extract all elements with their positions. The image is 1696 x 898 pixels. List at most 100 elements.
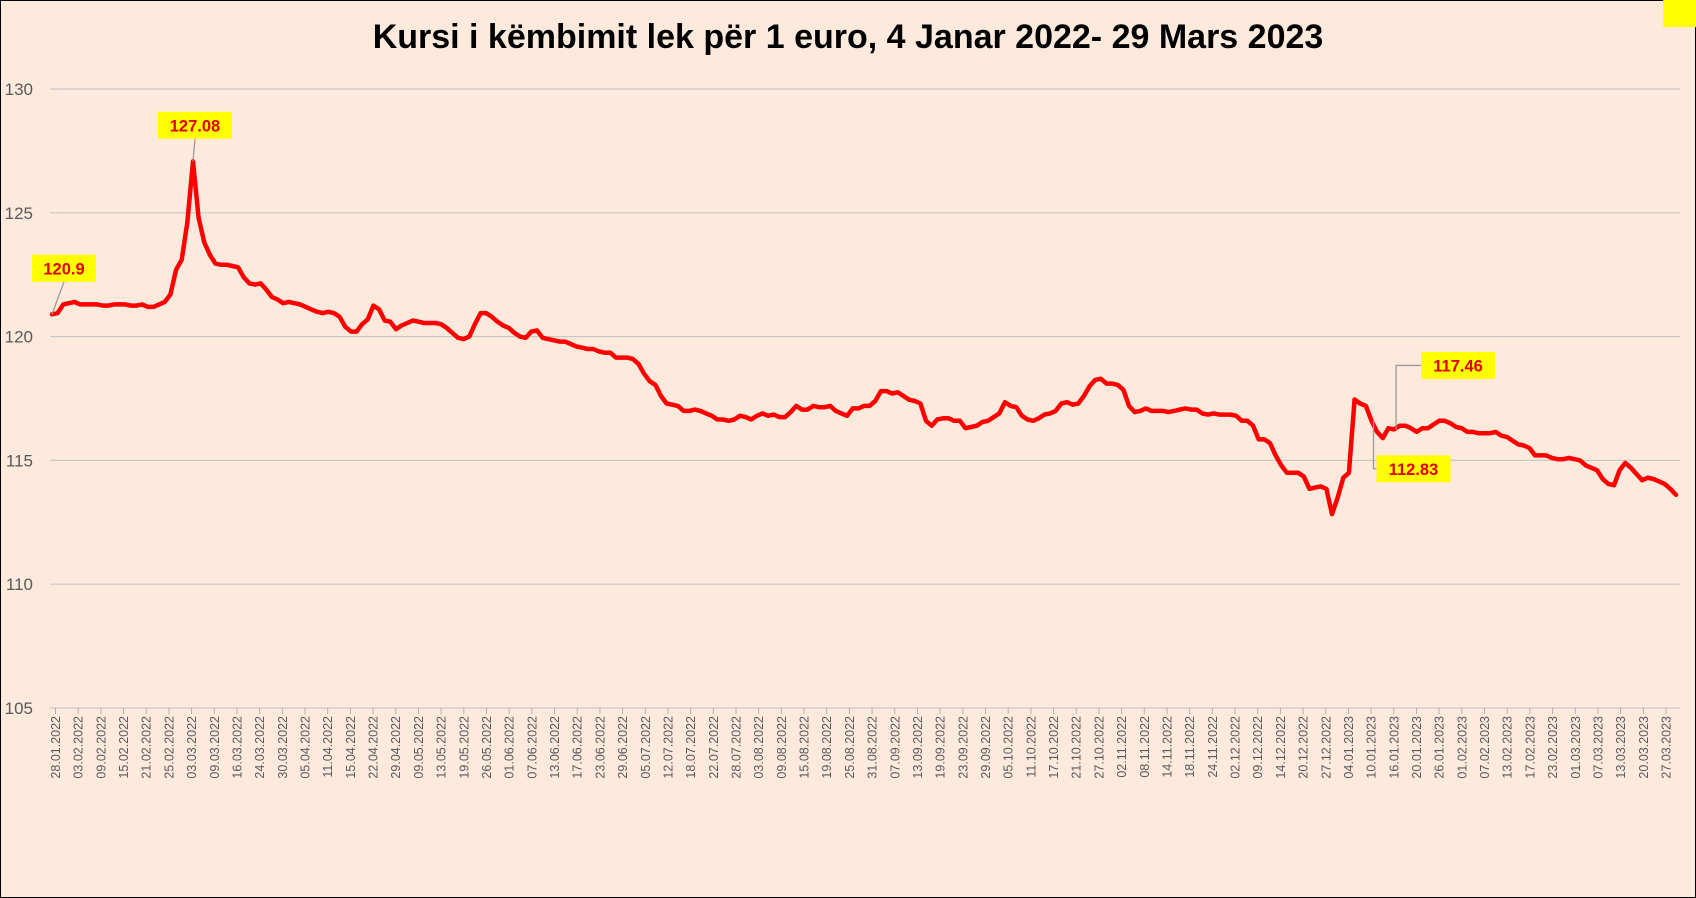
x-tick-label: 07.09.2022 (888, 716, 902, 779)
x-tick-label: 03.02.2022 (72, 716, 86, 779)
y-tick-label: 120 (5, 328, 33, 347)
y-tick-label: 130 (5, 80, 33, 99)
x-tick-label: 05.07.2022 (639, 716, 653, 779)
leader-line (1395, 364, 1422, 430)
x-tick-label: 09.08.2022 (775, 716, 789, 779)
x-tick-label: 19.09.2022 (934, 716, 948, 779)
x-tick-label: 19.08.2022 (820, 716, 834, 779)
x-tick-label: 31.08.2022 (866, 716, 880, 779)
x-tick-label: 07.03.2023 (1591, 716, 1605, 779)
x-tick-label: 01.03.2023 (1569, 716, 1583, 779)
data-label-text: 112.83 (1389, 461, 1439, 479)
data-label-text: 120.9 (43, 260, 84, 278)
data-label-text: 127.08 (170, 117, 220, 135)
x-tick-label: 30.03.2022 (276, 716, 290, 779)
x-tick-label: 19.05.2022 (457, 716, 471, 779)
x-tick-label: 03.08.2022 (752, 716, 766, 779)
data-label-box (1663, 0, 1696, 27)
x-tick-label: 13.09.2022 (911, 716, 925, 779)
x-tick-label: 07.02.2023 (1478, 716, 1492, 779)
x-tick-label: 23.02.2023 (1546, 716, 1560, 779)
x-tick-label: 27.12.2022 (1319, 716, 1333, 779)
x-tick-label: 14.12.2022 (1274, 716, 1288, 779)
data-label-box (1421, 351, 1496, 379)
x-tick-label: 04.01.2023 (1342, 716, 1356, 779)
leader-line (192, 138, 196, 162)
x-tick-label: 11.10.2022 (1024, 716, 1038, 778)
x-tick-label: 20.12.2022 (1297, 716, 1311, 779)
x-tick-label: 28.01.2022 (49, 716, 63, 779)
x-tick-label: 22.04.2022 (367, 716, 381, 779)
x-tick-label: 25.02.2022 (162, 716, 176, 779)
x-tick-label: 15.04.2022 (344, 716, 358, 779)
x-tick-label: 17.06.2022 (571, 716, 585, 779)
data-label-112.83: 112.83 (1372, 420, 1451, 483)
x-tick-label: 01.06.2022 (503, 716, 517, 779)
y-tick-label: 125 (5, 204, 33, 223)
x-tick-label: 15.02.2022 (117, 716, 131, 779)
data-label-box (1376, 455, 1451, 483)
data-label-text: 117.46 (1433, 357, 1483, 375)
x-tick-label: 18.11.2022 (1183, 716, 1197, 778)
x-tick-label: 21.10.2022 (1070, 716, 1084, 779)
y-tick-label: 115 (6, 451, 33, 470)
x-tick-label: 27.10.2022 (1092, 716, 1106, 779)
x-tick-label: 21.02.2022 (140, 716, 154, 779)
x-tick-label: 23.06.2022 (593, 716, 607, 779)
x-tick-label: 15.08.2022 (798, 716, 812, 779)
x-tick-label: 16.03.2022 (230, 716, 244, 779)
x-tick-label: 13.02.2023 (1501, 716, 1515, 779)
x-tick-label: 22.07.2022 (707, 716, 721, 779)
x-tick-label: 01.02.2023 (1455, 716, 1469, 779)
x-tick-label: 23.09.2022 (956, 716, 970, 779)
x-tick-label: 20.03.2023 (1637, 716, 1651, 779)
x-tick-label: 29.06.2022 (616, 716, 630, 779)
x-tick-label: 13.06.2022 (548, 716, 562, 779)
y-tick-label: 105 (5, 699, 33, 718)
x-tick-label: 18.07.2022 (684, 716, 698, 779)
chart-title: Kursi i këmbimit lek për 1 euro, 4 Janar… (372, 18, 1324, 56)
y-tick-label: 110 (6, 575, 33, 594)
x-tick-label: 26.01.2023 (1433, 716, 1447, 779)
x-tick-label: 08.11.2022 (1138, 716, 1152, 778)
data-label-127.08: 127.08 (157, 111, 232, 162)
x-tick-label: 11.04.2022 (321, 716, 335, 778)
leader-line (51, 281, 65, 315)
x-tick-label: 29.09.2022 (979, 716, 993, 779)
x-tick-label: 28.07.2022 (729, 716, 743, 779)
x-tick-label: 17.10.2022 (1047, 716, 1061, 779)
x-tick-label: 17.02.2023 (1523, 716, 1537, 779)
x-tick-label: 25.08.2022 (843, 716, 857, 779)
x-tick-label: 13.03.2023 (1614, 716, 1628, 779)
x-tick-label: 27.03.2023 (1660, 716, 1674, 779)
x-tick-label: 20.01.2023 (1410, 716, 1424, 779)
x-tick-label: 07.06.2022 (525, 716, 539, 779)
x-tick-label: 26.05.2022 (480, 716, 494, 779)
x-tick-label: 09.02.2022 (94, 716, 108, 779)
series-line (49, 159, 1679, 517)
x-tick-label: 10.01.2023 (1365, 716, 1379, 779)
x-tick-label: 03.03.2022 (185, 716, 199, 779)
x-tick-label: 13.05.2022 (435, 716, 449, 779)
x-tick-label: 05.10.2022 (1002, 716, 1016, 779)
x-tick-label: 24.03.2022 (253, 716, 267, 779)
x-tick-label: 29.04.2022 (389, 716, 403, 779)
x-tick-label: 09.03.2022 (208, 716, 222, 779)
data-label-box (32, 254, 96, 282)
x-tick-label: 09.12.2022 (1251, 716, 1265, 779)
x-tick-label: 12.07.2022 (661, 716, 675, 779)
data-label-box (157, 111, 232, 139)
x-tick-label: 14.11.2022 (1160, 716, 1174, 778)
x-tick-label: 09.05.2022 (412, 716, 426, 779)
data-label-120.9: 120.9 (32, 254, 96, 315)
leader-line (1372, 420, 1377, 470)
data-label-113.61: 113.61 (1663, 0, 1696, 27)
x-tick-label: 02.12.2022 (1229, 716, 1243, 779)
data-label-117.46: 117.46 (1395, 351, 1496, 430)
x-tick-label: 02.11.2022 (1115, 716, 1129, 778)
data-label-text: 113.61 (1675, 0, 1696, 4)
x-tick-label: 16.01.2023 (1387, 716, 1401, 779)
x-tick-label: 24.11.2022 (1206, 716, 1220, 778)
